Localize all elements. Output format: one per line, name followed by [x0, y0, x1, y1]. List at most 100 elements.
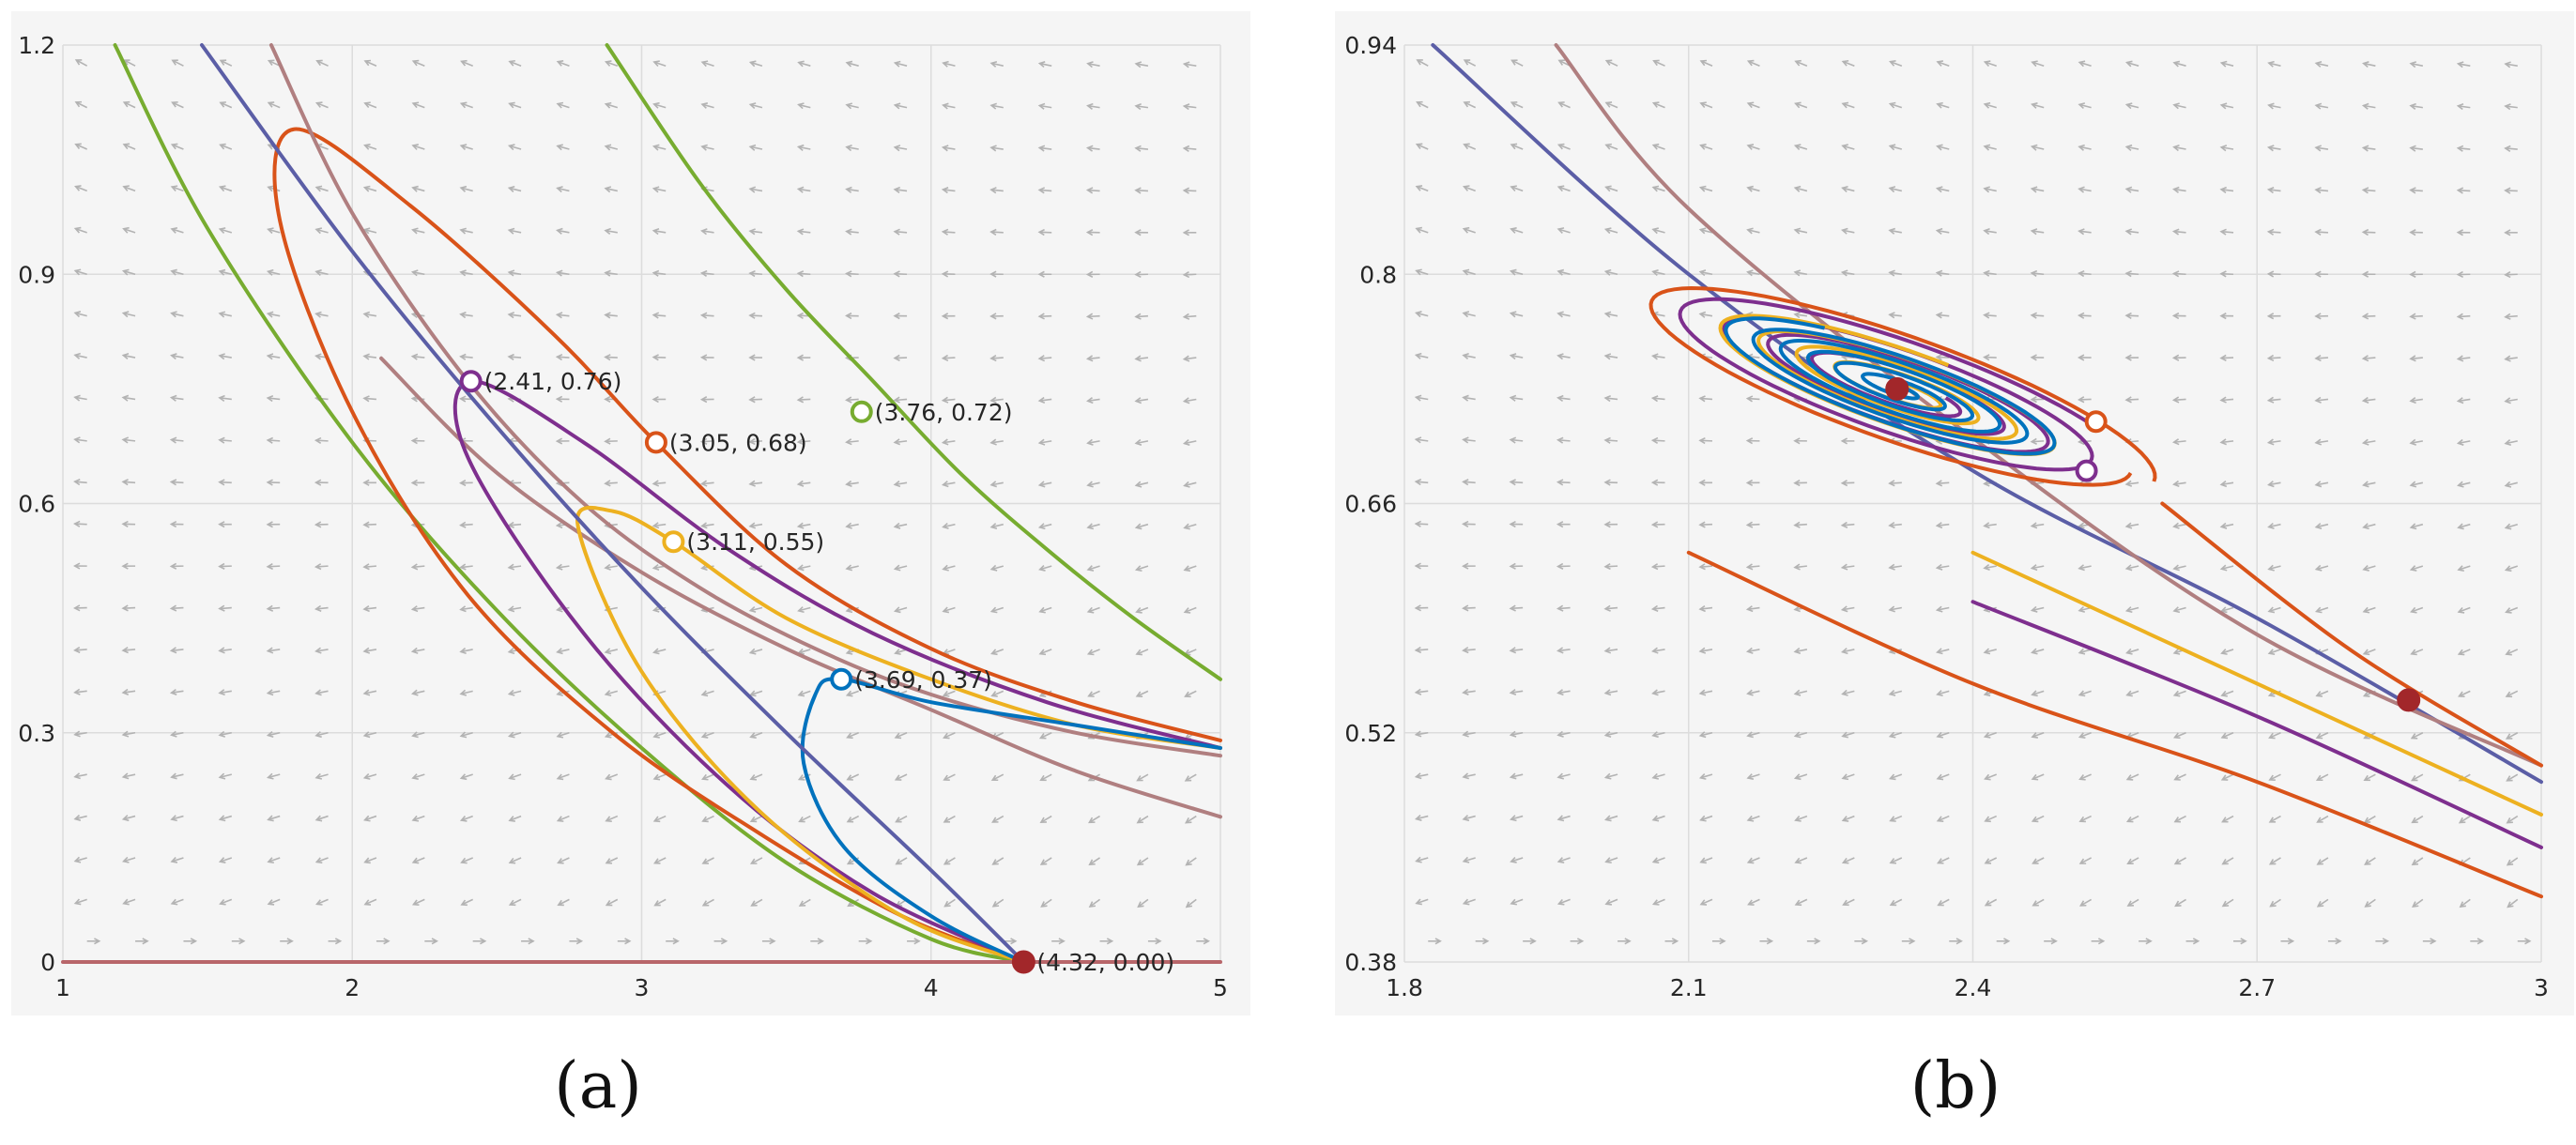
- field-arrow-head: [2504, 439, 2512, 447]
- field-arrow-head: [266, 647, 274, 654]
- field-arrow-head: [1462, 604, 1469, 612]
- field-arrow: [701, 145, 714, 150]
- field-arrow-head: [2078, 605, 2086, 613]
- field-arrow: [2505, 147, 2518, 150]
- field-arrow: [2032, 523, 2045, 527]
- field-arrow-head: [1793, 773, 1802, 781]
- field-arrow-head: [1699, 899, 1708, 906]
- field-arrow-head: [1556, 394, 1564, 403]
- field-arrow-head: [556, 101, 564, 109]
- field-arrow: [2268, 440, 2281, 444]
- field-arrow-head: [121, 311, 130, 318]
- field-arrow: [74, 690, 87, 694]
- field-arrow: [1558, 59, 1571, 67]
- field-arrow-head: [1414, 688, 1422, 695]
- field-arrow-head: [410, 437, 419, 445]
- field-arrow: [1510, 649, 1524, 652]
- field-arrow: [943, 732, 956, 739]
- field-arrow: [606, 145, 619, 150]
- field-arrow: [1087, 565, 1100, 571]
- field-arrow: [1557, 649, 1571, 652]
- field-arrow-head: [507, 648, 515, 655]
- field-arrow-head: [845, 228, 852, 236]
- field-arrow: [2032, 103, 2045, 109]
- field-arrow: [1842, 102, 1855, 109]
- field-arrow-head: [1889, 60, 1896, 67]
- field-arrow-head: [2410, 649, 2417, 656]
- field-arrow-head: [2409, 187, 2416, 194]
- field-arrow-head: [652, 816, 661, 823]
- field-arrow-head: [1651, 647, 1659, 654]
- field-arrow-head: [1556, 227, 1565, 234]
- field-arrow-head: [122, 143, 130, 150]
- field-arrow-head: [2032, 900, 2039, 907]
- field-arrow-head: [2173, 774, 2181, 781]
- field-arrow-head: [2030, 564, 2038, 572]
- field-arrow-head: [1414, 730, 1422, 738]
- field-arrow-head: [2364, 901, 2371, 908]
- field-arrow: [172, 101, 184, 109]
- field-arrow: [123, 396, 136, 401]
- field-arrow-head: [1699, 857, 1707, 864]
- field-arrow-head: [699, 437, 708, 445]
- field-arrow: [1463, 481, 1476, 484]
- field-arrow: [798, 606, 811, 612]
- field-arrow-head: [2411, 859, 2419, 866]
- field-arrow-head: [170, 185, 178, 192]
- field-arrow-head: [2124, 606, 2133, 614]
- field-arrow-head: [73, 688, 81, 695]
- field-arrow-head: [1086, 438, 1094, 446]
- field-arrow-head: [1462, 856, 1470, 863]
- field-arrow-head: [1889, 816, 1896, 822]
- field-arrow: [2126, 398, 2139, 401]
- field-arrow-head: [1888, 144, 1896, 151]
- field-arrow-head: [1603, 647, 1612, 654]
- field-arrow: [1463, 690, 1476, 694]
- field-arrow-head: [1888, 101, 1896, 109]
- field-arrow: [510, 898, 522, 906]
- field-arrow-head: [1604, 185, 1612, 192]
- field-arrow: [460, 187, 473, 192]
- field-arrow: [1184, 63, 1197, 67]
- field-arrow-head: [748, 312, 756, 319]
- field-arrow-head: [2221, 817, 2229, 823]
- field-arrow: [315, 186, 329, 192]
- field-arrow-head: [2077, 396, 2085, 404]
- field-arrow-head: [2124, 354, 2132, 361]
- field-arrow-head: [1984, 858, 1992, 864]
- field-arrow: [1937, 187, 1950, 192]
- field-arrow-head: [1037, 481, 1046, 488]
- field-arrow-head: [2078, 900, 2087, 907]
- field-arrow: [992, 857, 1004, 865]
- field-arrow: [74, 649, 87, 651]
- field-arrow-head: [1182, 313, 1190, 320]
- field-arrow-head: [169, 520, 177, 528]
- field-arrow: [1135, 398, 1149, 403]
- field-arrow-head: [2267, 102, 2275, 110]
- field-arrow-head: [362, 521, 370, 528]
- field-arrow-head: [652, 144, 660, 151]
- field-arrow: [895, 104, 908, 109]
- field-arrow-head: [1182, 397, 1190, 405]
- field-arrow-head: [2030, 396, 2037, 404]
- field-arrow-head: [557, 858, 564, 864]
- field-arrow-head: [941, 228, 949, 236]
- field-arrow: [2173, 188, 2186, 192]
- field-arrow: [2458, 146, 2471, 150]
- field-arrow: [315, 606, 329, 610]
- field-arrow: [2505, 440, 2518, 445]
- field-arrow-head: [2219, 270, 2227, 278]
- field-arrow: [1985, 61, 1997, 67]
- field-arrow-head: [459, 647, 467, 654]
- field-arrow-head: [1038, 564, 1046, 572]
- marker-label: (3.05, 0.68): [669, 429, 807, 456]
- field-arrow-head: [266, 689, 274, 696]
- field-arrow-head: [2409, 229, 2416, 237]
- field-arrow: [171, 649, 184, 652]
- field-arrow-head: [1086, 61, 1094, 69]
- field-arrow: [2079, 898, 2093, 907]
- field-arrow: [557, 773, 570, 780]
- field-arrow-head: [699, 354, 708, 361]
- field-arrow-head: [796, 564, 805, 572]
- field-arrow: [1795, 898, 1808, 906]
